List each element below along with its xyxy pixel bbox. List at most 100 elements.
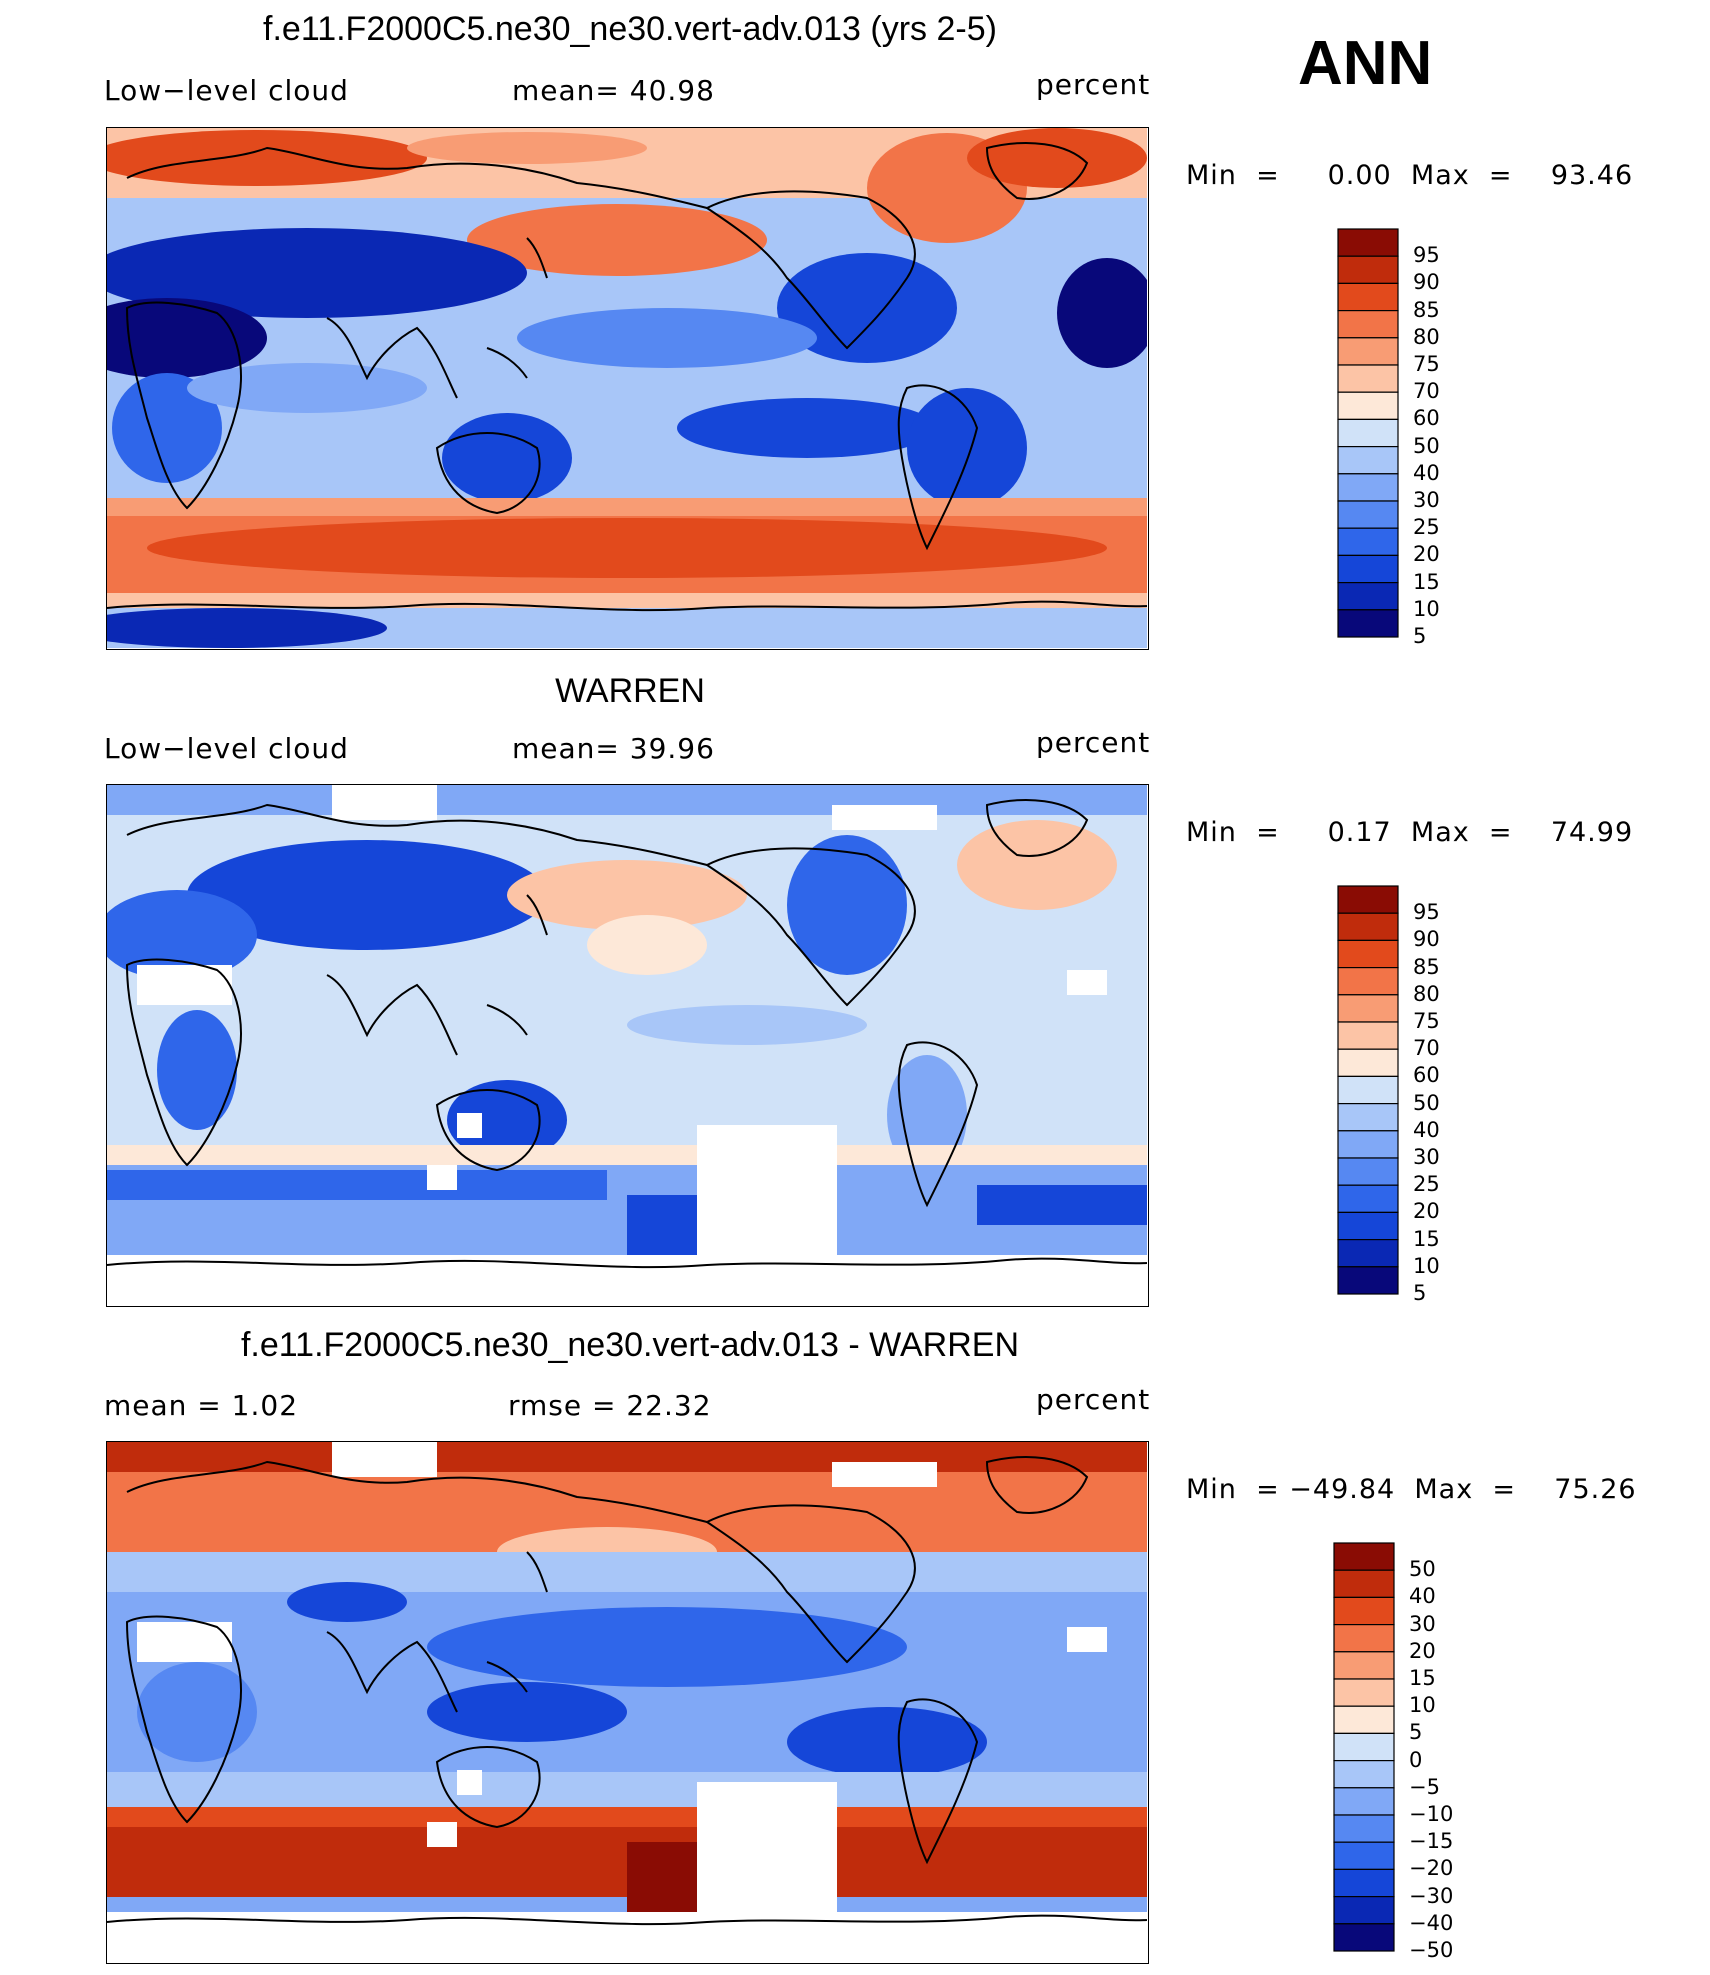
coastline [326,974,458,1056]
colorbar-level-label: 40 [1413,460,1440,485]
coastline [107,1257,1147,1269]
pacific-mid [587,915,707,975]
missing-data [832,805,937,830]
panel-model-units: percent [1036,68,1151,101]
coastline [897,1698,979,1865]
colorbar-swatch [1333,1896,1395,1925]
southern-ocean-low-east [977,1185,1147,1225]
colorbar-level-label: −50 [1409,1938,1454,1962]
colorbar-swatch [1337,228,1399,257]
panel-obs-minmax: Min = 0.17 Max = 74.99 [1186,817,1634,848]
north-pacific-high [467,204,767,276]
colorbar-level-label: 30 [1413,488,1440,512]
colorbar-level-label: 90 [1413,927,1440,952]
missing-data [1067,970,1107,995]
missing-data [427,1165,457,1190]
colorbar-level-label: 70 [1413,1036,1440,1061]
na-dry [787,835,907,975]
colorbar-level-label: 15 [1413,1226,1440,1251]
missing-data [332,785,437,820]
colorbar-swatch [1337,446,1399,475]
antarctica-low [107,608,387,648]
panel-obs-title: WARREN [555,672,705,710]
coastline [705,190,916,350]
colorbar-level-label: 50 [1413,1090,1440,1115]
coastline [526,894,548,936]
pacific-tropic [677,398,937,458]
colorbar-level-label: 50 [1413,433,1440,458]
colorbar-swatch [1333,1569,1395,1599]
colorbar-swatch [1333,1760,1395,1789]
colorbar-level-label: 20 [1409,1638,1436,1663]
panel-diff-minmax: Min = −49.84 Max = 75.26 [1186,1474,1637,1505]
colorbar-swatch [1337,527,1399,557]
arctic-core [107,1442,1147,1472]
colorbar-swatch [1333,1596,1395,1626]
panel-model-map [106,127,1149,650]
colorbar-swatch [1333,1542,1395,1571]
coastline [125,958,242,1167]
pacific-tropic [627,1005,867,1045]
coastline [435,1089,541,1172]
africa-negative [137,1662,257,1762]
panel-diff-rmse: rmse = 22.32 [508,1389,712,1422]
colorbar-level-label: 20 [1413,542,1440,567]
sahara-dry [107,298,267,378]
southern-ocean-lowband [107,1170,607,1200]
colorbar-level-label: 70 [1413,379,1440,404]
arctic-high-siberia [407,132,647,164]
colorbar-swatch [1337,500,1399,529]
colorbar-swatch [1337,1239,1399,1268]
colorbar-swatch [1337,309,1399,339]
colorbar-swatch [1337,1048,1399,1077]
colorbar-level-label: −15 [1409,1829,1454,1854]
colorbar-swatch [1337,391,1399,420]
colorbar-level-label: 60 [1413,1063,1440,1088]
coastline [486,347,528,379]
coastlines [107,799,1147,1269]
colorbar-level-label: 85 [1413,954,1440,979]
colorbar-swatch [1337,885,1399,914]
mid-north [107,1552,1147,1592]
missing-data [1067,1627,1107,1652]
colorbar-level-label: −10 [1409,1802,1454,1826]
africa-south-dry [157,1010,237,1130]
colorbar-level-label: 80 [1413,324,1440,349]
panel-diff-mean: mean = 1.02 [104,1389,299,1422]
colorbar-level-label: 15 [1409,1666,1436,1690]
panel-model-mean: mean= 40.98 [512,74,715,107]
australia-dry [442,413,572,503]
colorbar-level-label: 40 [1413,1117,1440,1142]
colorbar-swatch [1333,1623,1395,1653]
coastlines [107,1456,1147,1926]
missing-data [457,1770,482,1795]
coastline [125,301,242,510]
colorbar-swatch [1337,282,1399,312]
colorbar-level-label: 5 [1409,1720,1423,1745]
atlantic-dry [1057,258,1147,368]
colorbar-swatch [1333,1814,1395,1843]
sa-negative [787,1707,987,1777]
colorbar-swatch [1337,912,1399,942]
southern-mid [107,1145,1147,1165]
colorbar-swatch [1337,473,1399,502]
coastline [326,1631,458,1713]
colorbar-level-label: 20 [1413,1199,1440,1224]
southern-ocean-edge [107,498,1147,516]
eurasia-dry [107,228,527,318]
colorbar-swatch [1337,582,1399,611]
panel-obs-map [106,784,1149,1307]
colorbar-level-label: 15 [1413,569,1440,594]
missing-data [697,1125,837,1255]
colorbar-level-label: 30 [1409,1611,1436,1636]
coastline [526,237,548,279]
indian-ocean [187,363,427,413]
south-america-dry [907,388,1027,508]
colorbar-level-label: 50 [1409,1557,1436,1582]
coastline [107,1914,1147,1926]
north-pacific-high [507,860,747,930]
colorbar-level-label: 60 [1413,406,1440,431]
coastlines [107,142,1147,612]
sahara-dry [107,890,257,980]
coastline [897,384,979,551]
